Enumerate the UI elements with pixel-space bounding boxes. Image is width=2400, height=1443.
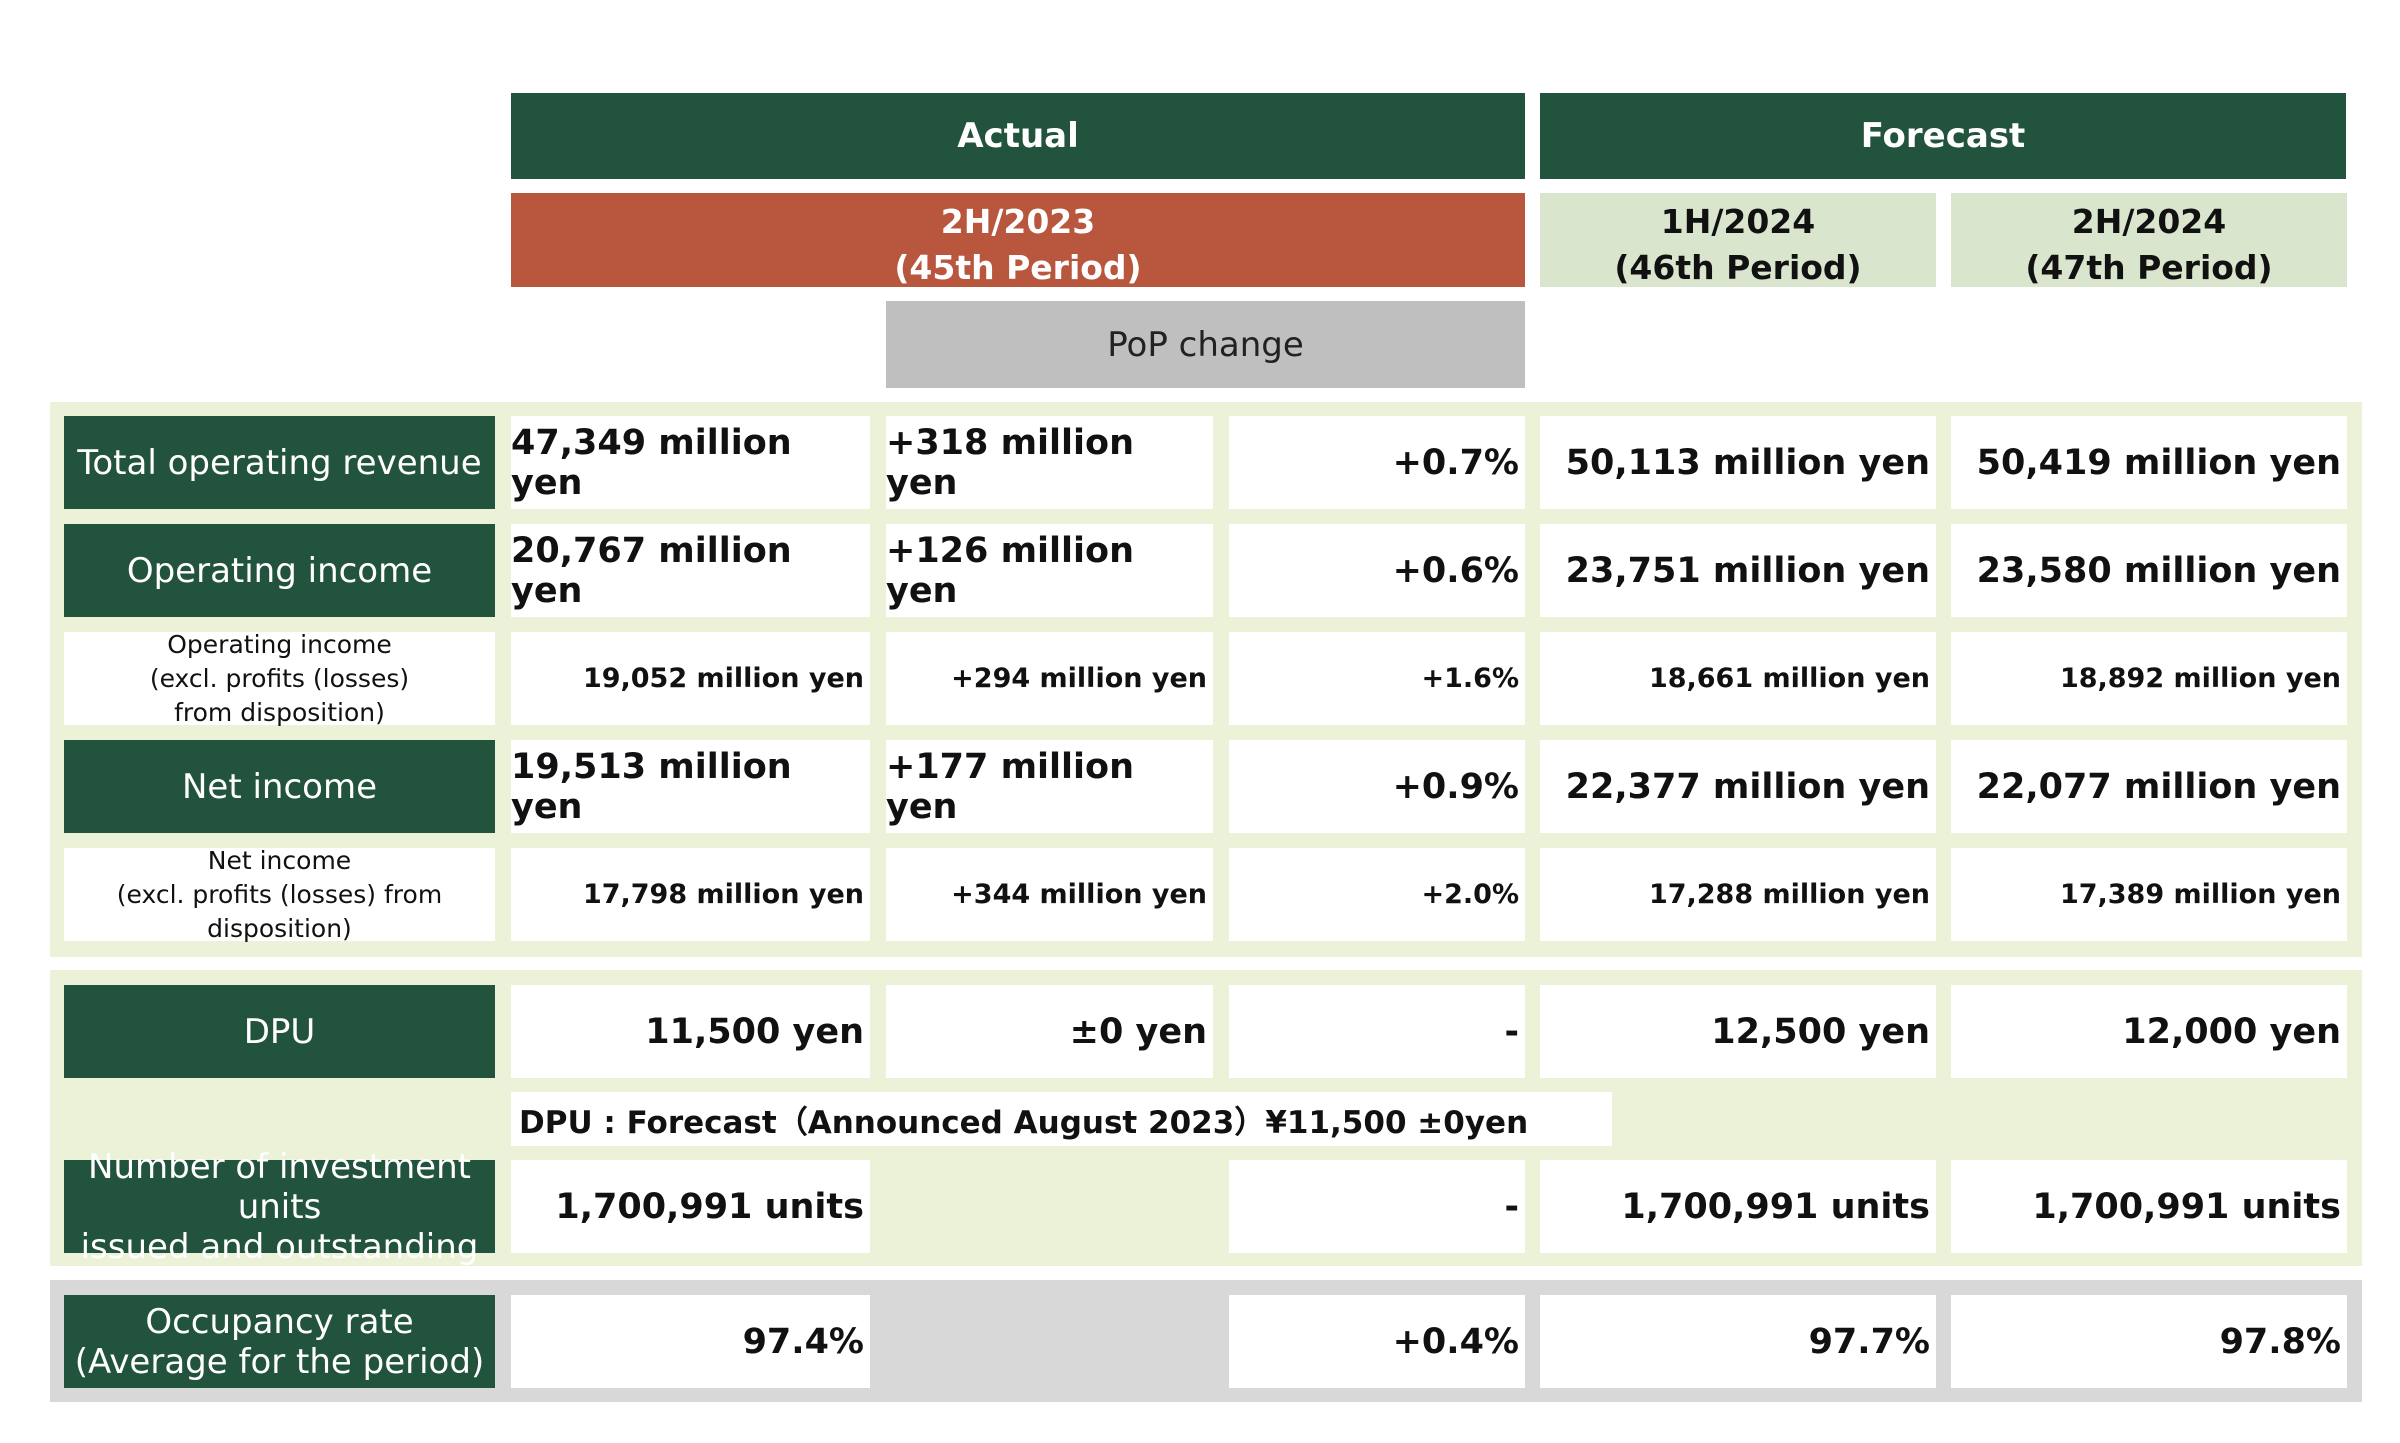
occupancy-actual: 97.4%: [511, 1295, 870, 1388]
dpu-forecast-2: 12,000 yen: [1951, 985, 2347, 1078]
row-label-revenue: Total operating revenue: [64, 416, 495, 509]
occupancy-forecast-2: 97.8%: [1951, 1295, 2347, 1388]
op-income-excl-pop-abs: +294 million yen: [886, 632, 1213, 725]
revenue-actual: 47,349 million yen: [511, 416, 870, 509]
net-income-pop-abs: +177 million yen: [886, 740, 1213, 833]
period-f1-line2: (46th Period): [1614, 248, 1862, 287]
row-label-net-income-excl: Net income (excl. profits (losses) from …: [64, 846, 495, 943]
period-header-forecast-1: 1H/2024 (46th Period): [1540, 193, 1936, 287]
row-label-operating-income: Operating income: [64, 524, 495, 617]
net-income-excl-forecast-2: 17,389 million yen: [1951, 848, 2347, 941]
occupancy-forecast-1: 97.7%: [1540, 1295, 1936, 1388]
net-income-forecast-2: 22,077 million yen: [1951, 740, 2347, 833]
net-income-pop-pct: +0.9%: [1229, 740, 1525, 833]
net-income-excl-pop-pct: +2.0%: [1229, 848, 1525, 941]
forecast-header: Forecast: [1540, 93, 2346, 179]
pop-change-header: PoP change: [886, 301, 1525, 388]
period-header-actual: 2H/2023 (45th Period): [511, 193, 1525, 287]
dpu-pop-abs: ±0 yen: [886, 985, 1213, 1078]
op-income-forecast-2: 23,580 million yen: [1951, 524, 2347, 617]
revenue-forecast-2: 50,419 million yen: [1951, 416, 2347, 509]
net-income-excl-pop-abs: +344 million yen: [886, 848, 1213, 941]
units-actual: 1,700,991 units: [511, 1160, 870, 1253]
row-label-occupancy: Occupancy rate (Average for the period): [64, 1295, 495, 1388]
op-income-actual: 20,767 million yen: [511, 524, 870, 617]
op-income-pop-pct: +0.6%: [1229, 524, 1525, 617]
op-income-excl-forecast-1: 18,661 million yen: [1540, 632, 1936, 725]
op-income-excl-actual: 19,052 million yen: [511, 632, 870, 725]
revenue-pop-abs: +318 million yen: [886, 416, 1213, 509]
revenue-forecast-1: 50,113 million yen: [1540, 416, 1936, 509]
net-income-excl-actual: 17,798 million yen: [511, 848, 870, 941]
row-label-dpu: DPU: [64, 985, 495, 1078]
dpu-pop-pct: -: [1229, 985, 1525, 1078]
period-f1-line1: 1H/2024: [1660, 202, 1816, 241]
op-income-pop-abs: +126 million yen: [886, 524, 1213, 617]
op-income-excl-forecast-2: 18,892 million yen: [1951, 632, 2347, 725]
dpu-forecast-1: 12,500 yen: [1540, 985, 1936, 1078]
period-f2-line1: 2H/2024: [2071, 202, 2227, 241]
units-pop-pct: -: [1229, 1160, 1525, 1253]
dpu-forecast-note: DPU : Forecast（Announced August 2023）¥11…: [511, 1092, 1612, 1146]
period-header-forecast-2: 2H/2024 (47th Period): [1951, 193, 2347, 287]
period-f2-line2: (47th Period): [2025, 248, 2273, 287]
net-income-forecast-1: 22,377 million yen: [1540, 740, 1936, 833]
revenue-pop-pct: +0.7%: [1229, 416, 1525, 509]
period-actual-line2: (45th Period): [894, 248, 1142, 287]
actual-header: Actual: [511, 93, 1525, 179]
op-income-forecast-1: 23,751 million yen: [1540, 524, 1936, 617]
net-income-excl-forecast-1: 17,288 million yen: [1540, 848, 1936, 941]
occupancy-pop-pct: +0.4%: [1229, 1295, 1525, 1388]
dpu-actual: 11,500 yen: [511, 985, 870, 1078]
op-income-excl-pop-pct: +1.6%: [1229, 632, 1525, 725]
row-label-units: Number of investment units issued and ou…: [64, 1147, 495, 1267]
units-forecast-1: 1,700,991 units: [1540, 1160, 1936, 1253]
units-forecast-2: 1,700,991 units: [1951, 1160, 2347, 1253]
net-income-actual: 19,513 million yen: [511, 740, 870, 833]
period-actual-line1: 2H/2023: [940, 202, 1096, 241]
row-label-operating-income-excl: Operating income (excl. profits (losses)…: [64, 630, 495, 727]
row-label-net-income: Net income: [64, 740, 495, 833]
